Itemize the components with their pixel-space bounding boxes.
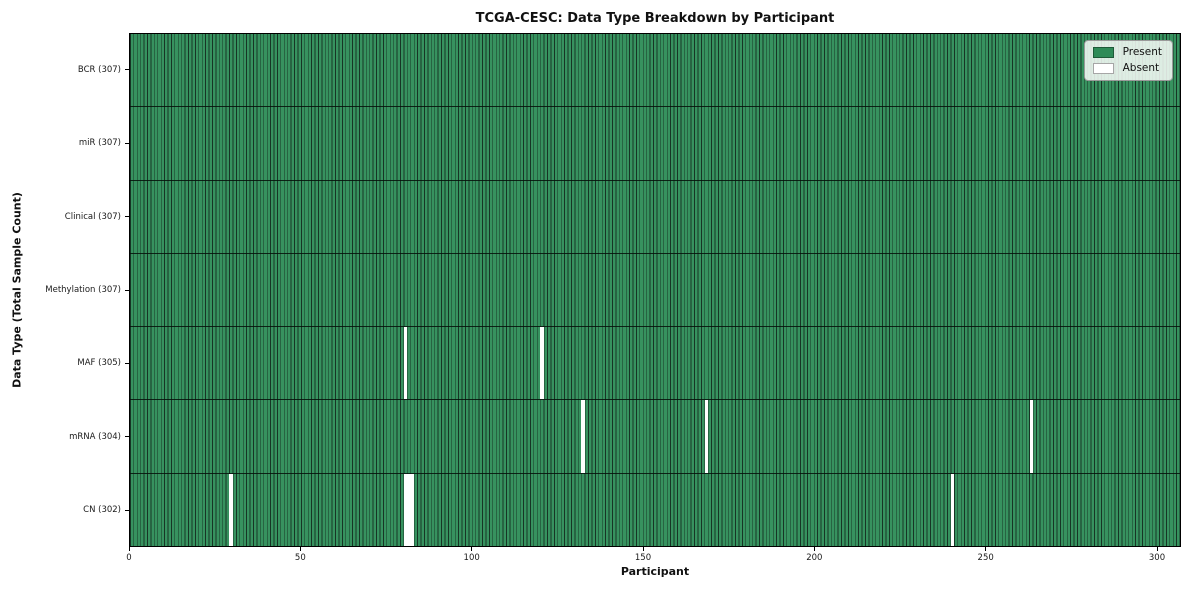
x-tick-label: 50 [294, 553, 306, 563]
plot-area: Present Absent [129, 33, 1181, 547]
y-tick-mark [125, 362, 129, 364]
y-tick-label: MAF (305) [77, 358, 121, 369]
y-tick-label: Methylation (307) [45, 285, 121, 295]
y-tick-mark [125, 289, 129, 291]
y-tick-label: miR (307) [78, 138, 121, 149]
absent-cell [229, 473, 233, 546]
x-tick-label: 200 [806, 553, 823, 563]
x-tick-mark [299, 547, 301, 551]
absent-cell [581, 400, 585, 473]
chart-title: TCGA-CESC: Data Type Breakdown by Partic… [475, 11, 835, 26]
x-tick-mark [471, 547, 473, 551]
heatmap-row-cn [130, 472, 1180, 546]
x-tick-mark [128, 547, 130, 551]
legend: Present Absent [1083, 40, 1173, 81]
heatmap-rows [130, 34, 1180, 546]
y-tick-mark [125, 69, 129, 71]
absent-cell [403, 327, 408, 400]
heatmap-row-maf [130, 326, 1180, 400]
absent-cell [410, 473, 414, 546]
y-tick-mark [125, 142, 129, 144]
legend-label: Absent [1122, 62, 1160, 74]
absent-cell [407, 473, 411, 546]
heatmap-row-mrna [130, 399, 1180, 473]
y-tick-mark [125, 509, 129, 511]
y-tick-label: BCR (307) [77, 64, 121, 75]
x-tick-label: 150 [634, 553, 652, 563]
y-axis-label: Data Type (Total Sample Count) [10, 192, 24, 388]
absent-cell [403, 473, 408, 546]
absent-cell [704, 400, 708, 473]
heatmap-row-methylation [130, 252, 1180, 326]
legend-swatch-icon [1092, 63, 1114, 74]
heatmap-row-mir [130, 106, 1180, 179]
legend-swatch-icon [1092, 47, 1114, 58]
x-axis-label: Participant [620, 565, 690, 578]
x-tick-mark [1156, 547, 1158, 551]
y-tick-mark [125, 216, 129, 218]
legend-item: Present [1092, 46, 1162, 58]
absent-cell [950, 473, 955, 546]
x-tick-mark [813, 547, 815, 551]
x-tick-label: 100 [463, 553, 480, 563]
x-tick-mark [642, 547, 644, 551]
legend-label: Present [1122, 46, 1162, 58]
x-tick-mark [985, 547, 987, 551]
heatmap-row-bcr [130, 34, 1180, 106]
y-tick-label: CN (302) [83, 505, 121, 516]
legend-item: Absent [1092, 62, 1162, 74]
absent-cell [540, 327, 544, 400]
y-tick-label: Clinical (307) [64, 211, 121, 222]
y-tick-mark [125, 436, 129, 438]
x-tick-label: 300 [1148, 553, 1166, 563]
absent-cell [1029, 400, 1033, 473]
x-tick-label: 250 [977, 553, 994, 563]
y-tick-label: mRNA (304) [69, 431, 121, 442]
heatmap-row-clinical [130, 179, 1180, 253]
x-tick-label: 0 [126, 553, 132, 563]
